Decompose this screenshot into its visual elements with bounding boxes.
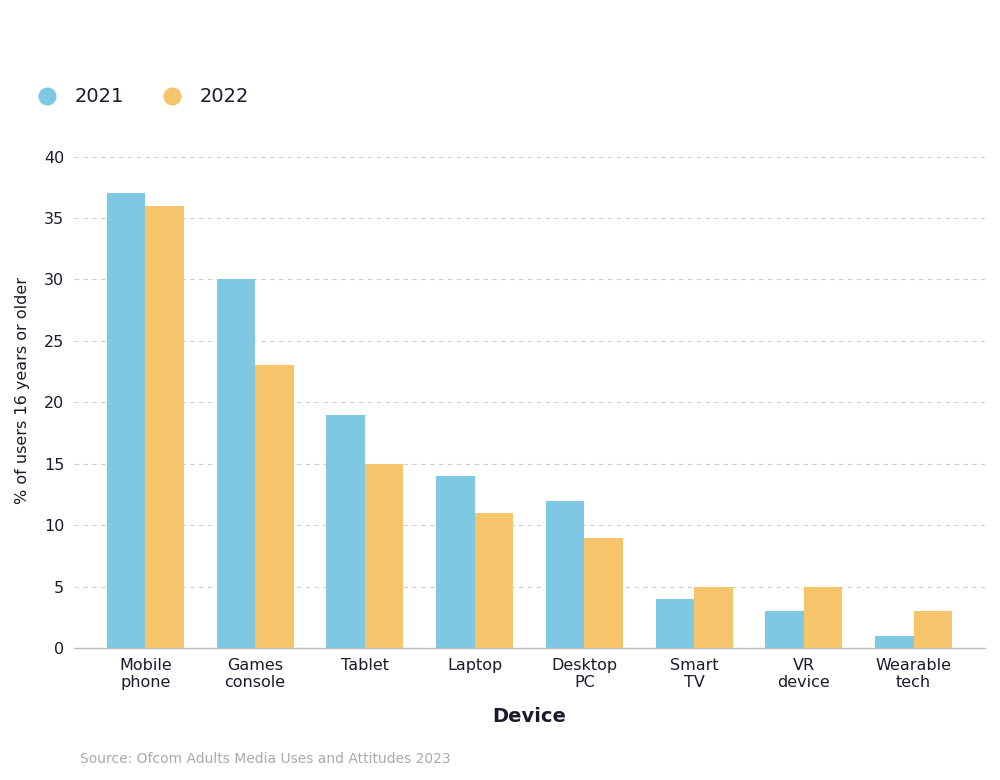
Bar xyxy=(656,599,694,648)
Y-axis label: % of users 16 years or older: % of users 16 years or older xyxy=(15,277,30,504)
Bar xyxy=(107,193,145,648)
Bar xyxy=(145,206,184,648)
Bar xyxy=(255,366,294,648)
Bar xyxy=(326,415,365,648)
Bar xyxy=(217,279,255,648)
Bar xyxy=(365,464,403,648)
Legend: 2021, 2022: 2021, 2022 xyxy=(20,80,257,115)
Bar xyxy=(875,636,914,648)
Text: Source: Ofcom Adults Media Uses and Attitudes 2023: Source: Ofcom Adults Media Uses and Atti… xyxy=(80,752,451,766)
Bar xyxy=(436,476,475,648)
Bar xyxy=(914,612,952,648)
Bar xyxy=(694,587,733,648)
Bar xyxy=(546,501,584,648)
Bar xyxy=(765,612,804,648)
X-axis label: Device: Device xyxy=(493,707,566,726)
Bar xyxy=(804,587,842,648)
Bar xyxy=(584,537,623,648)
Bar xyxy=(475,513,513,648)
